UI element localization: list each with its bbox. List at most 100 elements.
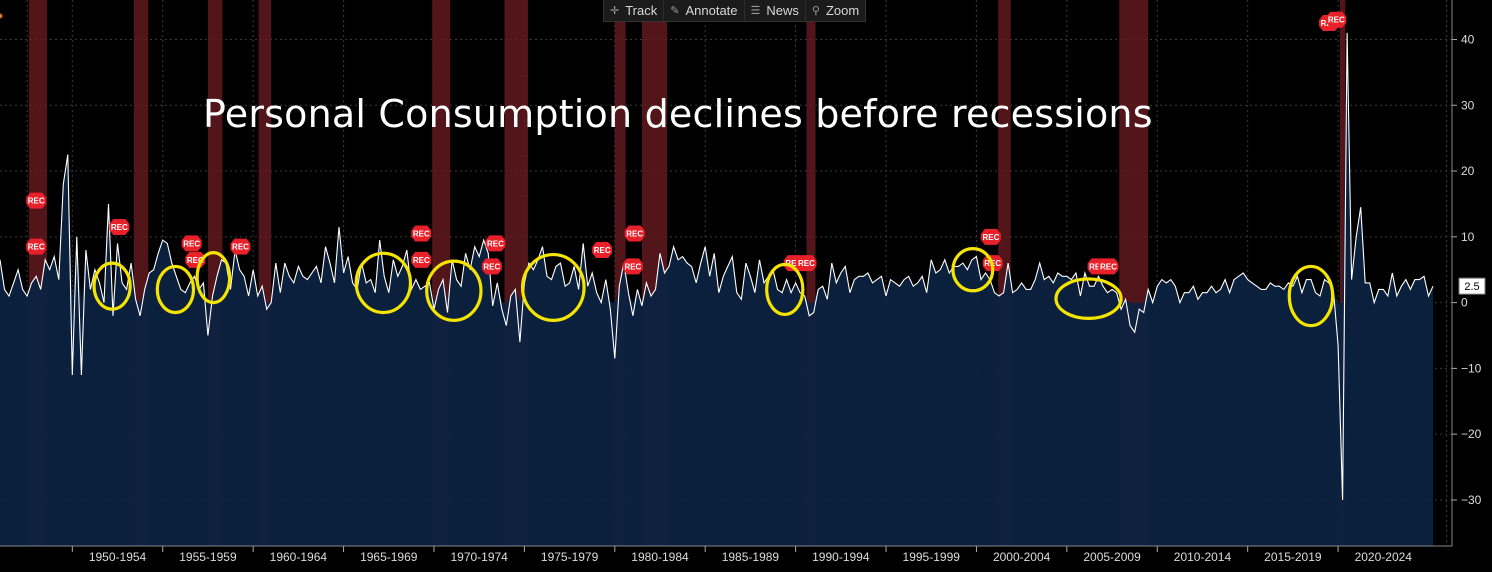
rec-marker: REC <box>109 218 130 235</box>
rec-marker-label: REC <box>594 246 611 255</box>
rec-marker-shape <box>26 192 47 209</box>
rec-marker-label: REC <box>187 256 204 265</box>
rec-marker-shape <box>411 225 432 242</box>
crosshair-icon: ✛ <box>610 5 620 17</box>
rec-marker: REC <box>485 235 506 252</box>
x-tick-label: 1980-1984 <box>631 550 689 564</box>
rec-marker-shape <box>592 241 613 258</box>
rec-marker-label: REC <box>1089 262 1106 271</box>
recession-band <box>806 0 816 546</box>
rec-marker-label: REC <box>982 233 999 242</box>
rec-marker-label: REC <box>626 230 643 239</box>
x-tick-label: 2020-2024 <box>1355 550 1413 564</box>
rec-marker-label: REC <box>111 223 128 232</box>
rec-marker: REC <box>796 255 817 272</box>
highlight-circle <box>951 247 995 293</box>
rec-marker-label: REC <box>624 262 641 271</box>
rec-marker-label: REC <box>1328 16 1345 25</box>
rec-marker-label: REC <box>798 259 815 268</box>
rec-marker: REC <box>411 225 432 242</box>
series-line <box>0 32 1434 501</box>
highlight-circle <box>765 262 805 317</box>
highlight-circle <box>92 261 132 311</box>
recession-band <box>614 0 626 546</box>
x-tick-label: 1985-1989 <box>722 550 780 564</box>
magnifier-icon: ⚲ <box>811 5 820 17</box>
last-value-label: 2.5 <box>1464 281 1479 293</box>
pencil-icon: ✎ <box>670 5 680 17</box>
series-area <box>0 32 1434 546</box>
rec-marker-shape <box>411 251 432 268</box>
rec-marker: REC <box>592 241 613 258</box>
rec-marker: REC <box>1098 258 1119 275</box>
zoom-button[interactable]: ⚲ Zoom <box>806 0 865 21</box>
annotate-label: Annotate <box>685 3 738 18</box>
track-button[interactable]: ✛ Track <box>604 0 665 21</box>
rec-marker-label: REC <box>28 197 45 206</box>
y-tick-label: 30 <box>1461 98 1475 112</box>
x-tick-label: 1950-1954 <box>89 550 147 564</box>
rec-marker-label: REC <box>413 230 430 239</box>
rec-marker-shape <box>1326 11 1347 28</box>
annotate-button[interactable]: ✎ Annotate <box>664 0 745 21</box>
y-tick-label: −10 <box>1461 361 1482 375</box>
track-label: Track <box>625 3 658 18</box>
x-tick-label: 1995-1999 <box>903 550 961 564</box>
x-tick-label: 1965-1969 <box>360 550 418 564</box>
rec-marker-label: REC <box>483 262 500 271</box>
x-tick-label: 1975-1979 <box>541 550 599 564</box>
area-fill <box>0 32 1434 546</box>
rec-marker: REC <box>181 235 202 252</box>
rec-marker-shape <box>622 258 643 275</box>
rec-marker-shape <box>230 238 251 255</box>
rec-point <box>0 13 3 19</box>
y-tick-label: −20 <box>1461 427 1482 441</box>
rec-marker-shape <box>624 225 645 242</box>
x-tick-label: 1960-1964 <box>270 550 328 564</box>
rec-marker-shape <box>481 258 502 275</box>
rec-marker-label: REC <box>487 239 504 248</box>
x-tick-label: 2010-2014 <box>1174 550 1232 564</box>
rec-marker-label: REC <box>1100 262 1117 271</box>
x-tick-label: 2015-2019 <box>1264 550 1322 564</box>
rec-marker-shape <box>980 228 1001 245</box>
x-tick-label: 1970-1974 <box>450 550 508 564</box>
y-tick-label: 10 <box>1461 230 1475 244</box>
rec-marker: REC <box>622 258 643 275</box>
news-icon: ☰ <box>750 5 761 17</box>
rec-marker-label: REC <box>183 239 200 248</box>
highlight-circle <box>425 259 483 322</box>
rec-marker: REC <box>26 238 47 255</box>
rec-marker-shape <box>1098 258 1119 275</box>
rec-marker-shape <box>485 235 506 252</box>
recession-band <box>1339 0 1346 546</box>
y-tick-label: 0 <box>1461 296 1468 310</box>
y-tick-label: 40 <box>1461 32 1475 46</box>
rec-marker: REC <box>1326 11 1347 28</box>
highlight-circle <box>155 264 196 315</box>
rec-marker-label: REC <box>232 243 249 252</box>
x-tick-label: 2005-2009 <box>1083 550 1141 564</box>
news-label: News <box>766 3 799 18</box>
rec-marker: REC <box>980 228 1001 245</box>
highlight-circle <box>520 252 586 322</box>
rec-marker: REC <box>411 251 432 268</box>
chart-title: Personal Consumption declines before rec… <box>203 92 1153 136</box>
rec-marker-shape <box>181 235 202 252</box>
last-value-tag: 2.5 <box>1458 277 1486 295</box>
rec-marker: REC <box>26 192 47 209</box>
x-tick-label: 2000-2004 <box>993 550 1051 564</box>
rec-marker-shape <box>796 255 817 272</box>
x-axis: 1950-1954 1955-1959 1960-1964 1965-1969 1970… <box>0 545 1452 564</box>
rec-marker-label: REC <box>28 243 45 252</box>
rec-marker-shape <box>26 238 47 255</box>
highlight-circle <box>195 251 232 305</box>
news-button[interactable]: ☰ News <box>745 0 806 21</box>
series-line-path <box>0 32 1434 501</box>
y-tick-label: −30 <box>1461 493 1482 507</box>
x-tick-label: 1990-1994 <box>812 550 870 564</box>
series-end-points <box>0 13 3 19</box>
rec-marker-shape <box>109 218 130 235</box>
highlight-circles <box>92 247 1335 328</box>
